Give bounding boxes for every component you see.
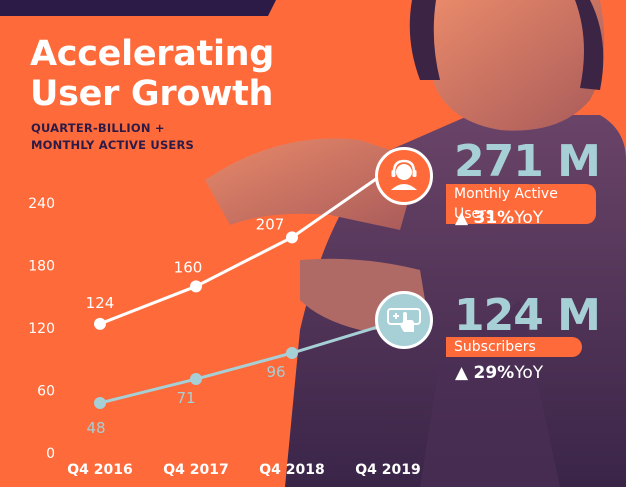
mau-data-label: 124: [86, 294, 115, 312]
y-tick-label: 240: [28, 196, 55, 212]
mau-yoy-value: 31%: [473, 208, 515, 228]
up-triangle-icon: ▲: [455, 363, 469, 383]
mau-value: 271 M: [454, 136, 601, 187]
title-line-1: Accelerating: [30, 34, 275, 74]
mau-point: [94, 317, 106, 330]
subs-data-label: 96: [266, 363, 285, 381]
mau-line: [99, 169, 389, 326]
top-dark-banner: [0, 0, 276, 16]
y-tick-label: 0: [46, 446, 55, 462]
title-line-2: User Growth: [30, 74, 274, 114]
subs-label: Subscribers: [446, 337, 582, 357]
hand-card-icon: [375, 291, 433, 349]
subs-data-label: 48: [86, 419, 105, 437]
subs-point: [94, 397, 106, 409]
y-tick-label: 180: [28, 259, 55, 275]
mau-point: [286, 231, 298, 244]
mau-yoy: ▲ 31%YoY: [455, 208, 543, 228]
y-axis: 0 60 120 180 240: [28, 196, 55, 462]
series-layer: [94, 169, 389, 409]
up-triangle-icon: ▲: [455, 208, 469, 228]
page-title: Accelerating User Growth: [30, 34, 274, 114]
y-tick-label: 60: [37, 384, 55, 400]
person-head: [430, 0, 605, 131]
mau-yoy-suffix: YoY: [514, 208, 544, 228]
x-tick-label: Q4 2018: [259, 462, 324, 478]
subs-line: [99, 322, 389, 405]
subs-yoy-suffix: YoY: [514, 363, 544, 383]
x-axis: Q4 2016 Q4 2017 Q4 2018 Q4 2019: [67, 462, 420, 478]
subs-point: [190, 373, 202, 386]
mau-point: [190, 280, 202, 293]
y-tick-label: 120: [28, 321, 55, 337]
subs-yoy: ▲ 29%YoY: [455, 363, 543, 383]
headset-person-icon: [375, 147, 433, 205]
x-tick-label: Q4 2016: [67, 462, 132, 478]
x-tick-label: Q4 2017: [163, 462, 228, 478]
person-headphones: [409, 0, 604, 90]
mau-data-label: 207: [256, 215, 285, 233]
x-tick-label: Q4 2019: [355, 462, 420, 478]
point-labels: 124 160 207 48 71 96: [86, 215, 286, 437]
subs-data-label: 71: [176, 389, 195, 407]
subtitle-line-2: MONTHLY ACTIVE USERS: [31, 138, 195, 152]
subs-point: [286, 347, 298, 359]
subtitle: QUARTER-BILLION + MONTHLY ACTIVE USERS: [31, 120, 194, 154]
mau-label: Monthly Active Users: [446, 184, 596, 224]
person-arm: [205, 138, 420, 230]
subs-yoy-value: 29%: [473, 363, 515, 383]
subtitle-line-1: QUARTER-BILLION +: [31, 121, 165, 135]
mau-data-label: 160: [174, 258, 203, 276]
subs-value: 124 M: [454, 290, 601, 341]
